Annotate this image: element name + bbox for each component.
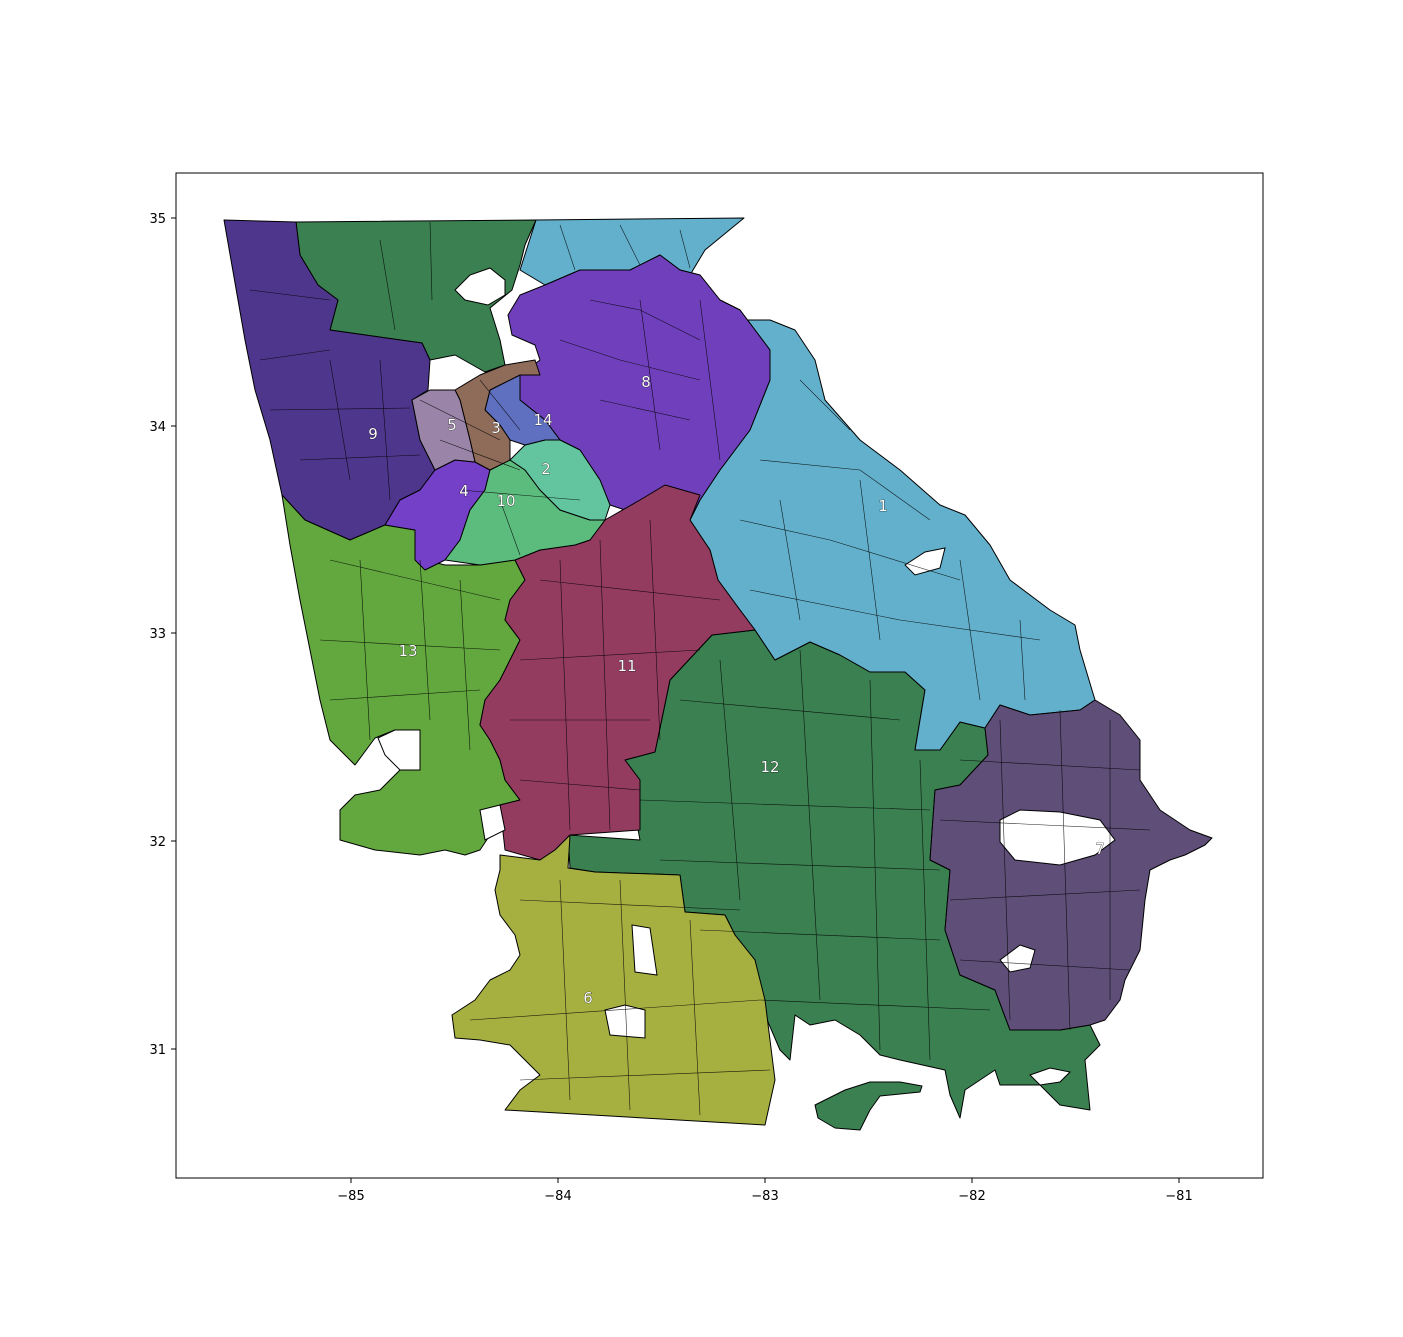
hole-southeast [999, 809, 1116, 866]
y-tick-label: 34 [149, 420, 166, 435]
x-tick-label: −81 [1165, 1189, 1192, 1204]
hole-south-1 [631, 924, 658, 976]
district-label-14: 14 [533, 411, 552, 429]
district-label-10: 10 [496, 492, 515, 510]
district-label-11: 11 [617, 657, 636, 675]
districts-layer [223, 217, 1213, 1131]
district-label-12: 12 [760, 758, 779, 776]
district-label-3: 3 [491, 419, 501, 437]
hole-north [454, 267, 506, 306]
district-label-7: 7 [1095, 840, 1105, 858]
district-6-shape [451, 834, 776, 1126]
x-axis: −85 −84 −83 −82 −81 [337, 1178, 1193, 1204]
y-tick-label: 33 [149, 627, 166, 642]
district-label-9: 9 [368, 425, 378, 443]
y-tick-label: 32 [149, 835, 166, 850]
district-labels: 1 2 3 4 5 6 7 8 9 10 11 12 13 14 [368, 373, 1105, 1008]
district-11-shape [479, 484, 756, 861]
x-tick-label: −83 [751, 1189, 778, 1204]
district-7-shape [929, 699, 1213, 1031]
x-tick-label: −84 [544, 1189, 571, 1204]
district-12-island-shape [814, 1081, 923, 1131]
district-label-8: 8 [641, 373, 651, 391]
hole-east [904, 547, 946, 576]
y-tick-label: 31 [149, 1043, 166, 1058]
hole-south-2 [604, 1004, 646, 1039]
district-label-2: 2 [541, 460, 551, 478]
district-label-1: 1 [878, 497, 888, 515]
district-label-13: 13 [398, 642, 417, 660]
hole-coast [1029, 1067, 1072, 1086]
district-label-6: 6 [583, 989, 593, 1007]
precinct-boundaries [249, 221, 1151, 1116]
district-5-shape [411, 389, 476, 471]
hole-west [377, 729, 421, 771]
district-label-4: 4 [459, 482, 469, 500]
y-tick-label: 35 [149, 212, 166, 227]
y-axis: 35 34 33 32 31 [149, 212, 176, 1058]
district-label-5: 5 [447, 416, 457, 434]
hole-southwest [479, 804, 506, 841]
x-tick-label: −85 [337, 1189, 364, 1204]
x-tick-label: −82 [958, 1189, 985, 1204]
